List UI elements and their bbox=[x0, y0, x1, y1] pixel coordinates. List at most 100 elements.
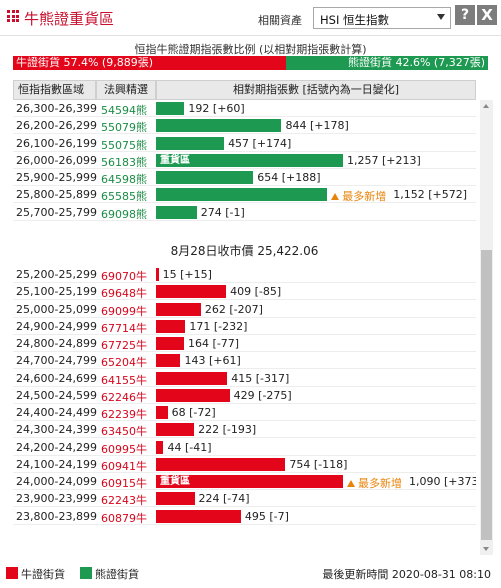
bull-row: 24,700-24,799 65204牛 143 [+61] bbox=[13, 352, 476, 370]
ratio-bar-mark bbox=[156, 153, 343, 167]
help-button[interactable]: ? bbox=[455, 5, 475, 25]
bull-row: 23,900-23,999 62243牛 224 [-74] bbox=[13, 490, 476, 508]
range-cell: 26,300-26,399 bbox=[16, 102, 97, 115]
code-link[interactable]: 60879牛 bbox=[101, 511, 147, 525]
bull-row: 24,600-24,699 64155牛 415 [-317] bbox=[13, 370, 476, 387]
code-link[interactable]: 60915牛 bbox=[101, 477, 147, 490]
ratio-bar-mark bbox=[156, 457, 286, 471]
range-cell: 24,100-24,199 bbox=[16, 457, 97, 471]
code-link[interactable]: 62239牛 bbox=[101, 408, 147, 421]
up-triangle-icon bbox=[347, 480, 355, 487]
ratio-bar-mark bbox=[156, 475, 343, 488]
value-label: 15 [+15] bbox=[162, 268, 212, 281]
range-cell: 24,300-24,399 bbox=[16, 423, 97, 437]
last-updated: 最後更新時間 2020-08-31 08:10 bbox=[322, 568, 491, 581]
scrollbar[interactable] bbox=[480, 100, 493, 555]
range-cell: 24,600-24,699 bbox=[16, 371, 97, 385]
legend-bull-swatch bbox=[6, 567, 18, 579]
code-link[interactable]: 62243牛 bbox=[101, 494, 147, 508]
footer: 牛證街貨 熊證街貨 最後更新時間 2020-08-31 08:10 bbox=[0, 558, 501, 588]
ratio-bar: 牛證街貨 57.4% (9,889張) 熊證街貨 42.6% (7,327張) bbox=[13, 56, 488, 70]
code-link[interactable]: 65204牛 bbox=[101, 356, 147, 370]
scroll-up-icon[interactable] bbox=[483, 104, 489, 108]
bull-row: 24,200-24,299 60995牛 44 [-41] bbox=[13, 439, 476, 456]
ratio-bar-mark bbox=[156, 337, 185, 350]
bear-row: 26,300-26,399 54594熊 192 [+60] bbox=[13, 100, 476, 117]
code-link[interactable]: 69648牛 bbox=[101, 287, 147, 301]
code-link[interactable]: 62246牛 bbox=[101, 390, 147, 404]
ratio-title: 恒指牛熊證期指張數比例 (以相對期指張數計算) bbox=[134, 43, 367, 56]
ratio-bar-mark bbox=[156, 371, 228, 385]
asset-select[interactable]: HSI 恒生指數 bbox=[313, 7, 451, 29]
ratio-bar-mark bbox=[156, 102, 185, 115]
code-link[interactable]: 63450牛 bbox=[101, 425, 147, 439]
value-label: 68 [-72] bbox=[171, 406, 216, 419]
ratio-bar-mark bbox=[156, 205, 197, 219]
scroll-down-icon[interactable] bbox=[483, 547, 489, 551]
code-link[interactable]: 69099牛 bbox=[101, 304, 147, 318]
bear-row: 25,800-25,899 65585熊 最多新增 1,152 [+572] bbox=[13, 186, 476, 204]
bull-row: 24,500-24,599 62246牛 429 [-275] bbox=[13, 387, 476, 404]
ratio-bar-mark bbox=[156, 285, 227, 299]
heavy-zone-tag: 重貨區 bbox=[160, 154, 190, 166]
bear-row: 26,000-26,099 56183熊 重貨區 1,257 [+213] bbox=[13, 152, 476, 169]
ratio-bear-label: 熊證街貨 42.6% (7,327張) bbox=[347, 56, 485, 69]
most-added-label: 最多新增 bbox=[342, 190, 387, 204]
asset-select-value: HSI 恒生指數 bbox=[320, 13, 389, 27]
code-link[interactable]: 60941牛 bbox=[101, 459, 147, 473]
ratio-bar-mark bbox=[156, 171, 254, 184]
value-label: 1,152 [+572] bbox=[393, 188, 468, 202]
code-link[interactable]: 64155牛 bbox=[101, 373, 147, 387]
range-cell: 25,700-25,799 bbox=[16, 205, 97, 219]
value-label: 457 [+174] bbox=[228, 136, 292, 150]
column-header-ratio: 相對期指張數 [括號內為一日變化] bbox=[156, 80, 476, 100]
range-cell: 24,200-24,299 bbox=[16, 440, 97, 454]
page-title: 牛熊證重貨區 bbox=[24, 10, 115, 28]
value-label: 1,090 [+373] bbox=[409, 475, 476, 488]
legend-bear-label: 熊證街貨 bbox=[95, 568, 139, 581]
code-link[interactable]: 69098熊 bbox=[101, 207, 147, 221]
bear-row: 25,900-25,999 64598熊 654 [+188] bbox=[13, 169, 476, 186]
value-label: 164 [-77] bbox=[188, 337, 240, 350]
legend-bear-swatch bbox=[80, 567, 92, 579]
range-cell: 24,000-24,099 bbox=[16, 475, 97, 488]
closing-price-row: 8月28日收市價 25,422.06 bbox=[13, 236, 476, 266]
bull-row: 24,900-24,999 67714牛 171 [-232] bbox=[13, 318, 476, 335]
cbbc-table: 8月28日收市價 25,422.06 26,300-26,399 54594熊 19… bbox=[13, 100, 476, 555]
code-link[interactable]: 64598熊 bbox=[101, 173, 147, 186]
most-added-note: 最多新增 bbox=[331, 188, 386, 204]
value-label: 222 [-193] bbox=[198, 423, 257, 437]
code-link[interactable]: 54594熊 bbox=[101, 104, 147, 117]
value-label: 143 [+61] bbox=[184, 354, 241, 368]
scrollbar-thumb[interactable] bbox=[481, 250, 492, 540]
range-cell: 25,100-25,199 bbox=[16, 285, 97, 299]
bear-row: 26,100-26,199 55075熊 457 [+174] bbox=[13, 135, 476, 152]
value-label: 754 [-118] bbox=[289, 457, 348, 471]
range-cell: 24,800-24,899 bbox=[16, 337, 97, 350]
bear-row: 26,200-26,299 55079熊 844 [+178] bbox=[13, 117, 476, 135]
range-cell: 23,900-23,999 bbox=[16, 492, 97, 506]
code-link[interactable]: 69070牛 bbox=[101, 270, 147, 283]
code-link[interactable]: 65585熊 bbox=[101, 190, 147, 204]
value-label: 429 [-275] bbox=[233, 388, 292, 402]
code-link[interactable]: 60995牛 bbox=[101, 442, 147, 456]
ratio-bar-mark bbox=[156, 268, 159, 281]
ratio-bar-mark bbox=[156, 406, 168, 419]
value-label: 171 [-232] bbox=[189, 319, 248, 333]
code-link[interactable]: 56183熊 bbox=[101, 155, 147, 169]
range-cell: 24,400-24,499 bbox=[16, 406, 97, 419]
bull-row: 25,000-25,099 69099牛 262 [-207] bbox=[13, 301, 476, 318]
column-header-range: 恒指指數區域 bbox=[13, 80, 96, 100]
range-cell: 26,200-26,299 bbox=[16, 119, 97, 133]
ratio-bar-mark bbox=[156, 440, 164, 454]
range-cell: 24,700-24,799 bbox=[16, 354, 97, 368]
close-button[interactable]: X bbox=[477, 5, 497, 25]
ratio-bar-mark bbox=[156, 509, 241, 523]
ratio-bar-mark bbox=[156, 354, 181, 368]
ratio-bar-mark bbox=[156, 492, 195, 506]
code-link[interactable]: 67725牛 bbox=[101, 339, 147, 352]
bull-row: 23,800-23,899 60879牛 495 [-7] bbox=[13, 508, 476, 525]
code-link[interactable]: 55079熊 bbox=[101, 121, 147, 135]
code-link[interactable]: 67714牛 bbox=[101, 321, 147, 335]
code-link[interactable]: 55075熊 bbox=[101, 138, 147, 152]
